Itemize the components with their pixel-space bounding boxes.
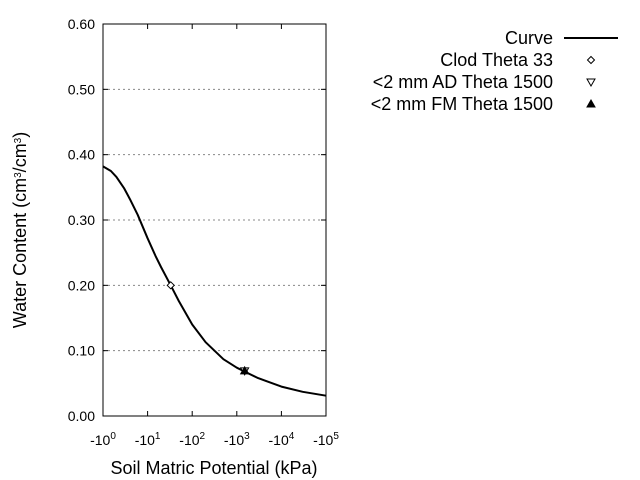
- legend-marker: [586, 78, 596, 88]
- legend-label: <2 mm AD Theta 1500: [373, 72, 553, 92]
- y-axis-ticks: 0.00 0.10 0.20 0.30 0.40 0.50 0.60: [68, 16, 326, 424]
- legend-label: Clod Theta 33: [440, 50, 553, 70]
- y-axis-title-end: ): [10, 132, 30, 138]
- x-tick-label: -100: [90, 431, 116, 448]
- legend-label: <2 mm FM Theta 1500: [371, 94, 553, 114]
- legend-marker: [586, 98, 596, 108]
- y-tick-label: 0.00: [68, 408, 95, 424]
- data-point: [166, 281, 175, 290]
- y-tick-label: 0.60: [68, 16, 95, 32]
- curve-line: [102, 165, 327, 397]
- x-tick-label: -104: [269, 431, 295, 448]
- y-tick-label: 0.20: [68, 277, 95, 293]
- legend-label: Curve: [505, 28, 553, 48]
- grid-lines: [103, 88, 326, 352]
- y-axis-title-sup2: 3: [13, 137, 24, 143]
- y-axis-title-mid: /cm: [10, 143, 30, 172]
- x-tick-label: -105: [313, 431, 339, 448]
- x-axis-title: Soil Matric Potential (kPa): [110, 458, 317, 478]
- x-axis-ticks: -100 -101 -102 -103 -104 -105: [90, 24, 339, 448]
- x-tick-label: -103: [224, 431, 250, 448]
- y-tick-label: 0.10: [68, 343, 95, 359]
- y-tick-label: 0.40: [68, 147, 95, 163]
- y-axis-title-main: Water Content (cm: [10, 178, 30, 328]
- data-point: [239, 365, 250, 375]
- y-axis-title-sup1: 3: [13, 172, 24, 178]
- x-tick-label: -102: [179, 431, 205, 448]
- legend-marker: [586, 55, 596, 65]
- y-axis-title: Water Content (cm3/cm3): [10, 132, 30, 329]
- series-layer: [102, 165, 327, 397]
- x-tick-label: -101: [135, 431, 161, 448]
- y-tick-label: 0.30: [68, 212, 95, 228]
- y-tick-label: 0.50: [68, 81, 95, 97]
